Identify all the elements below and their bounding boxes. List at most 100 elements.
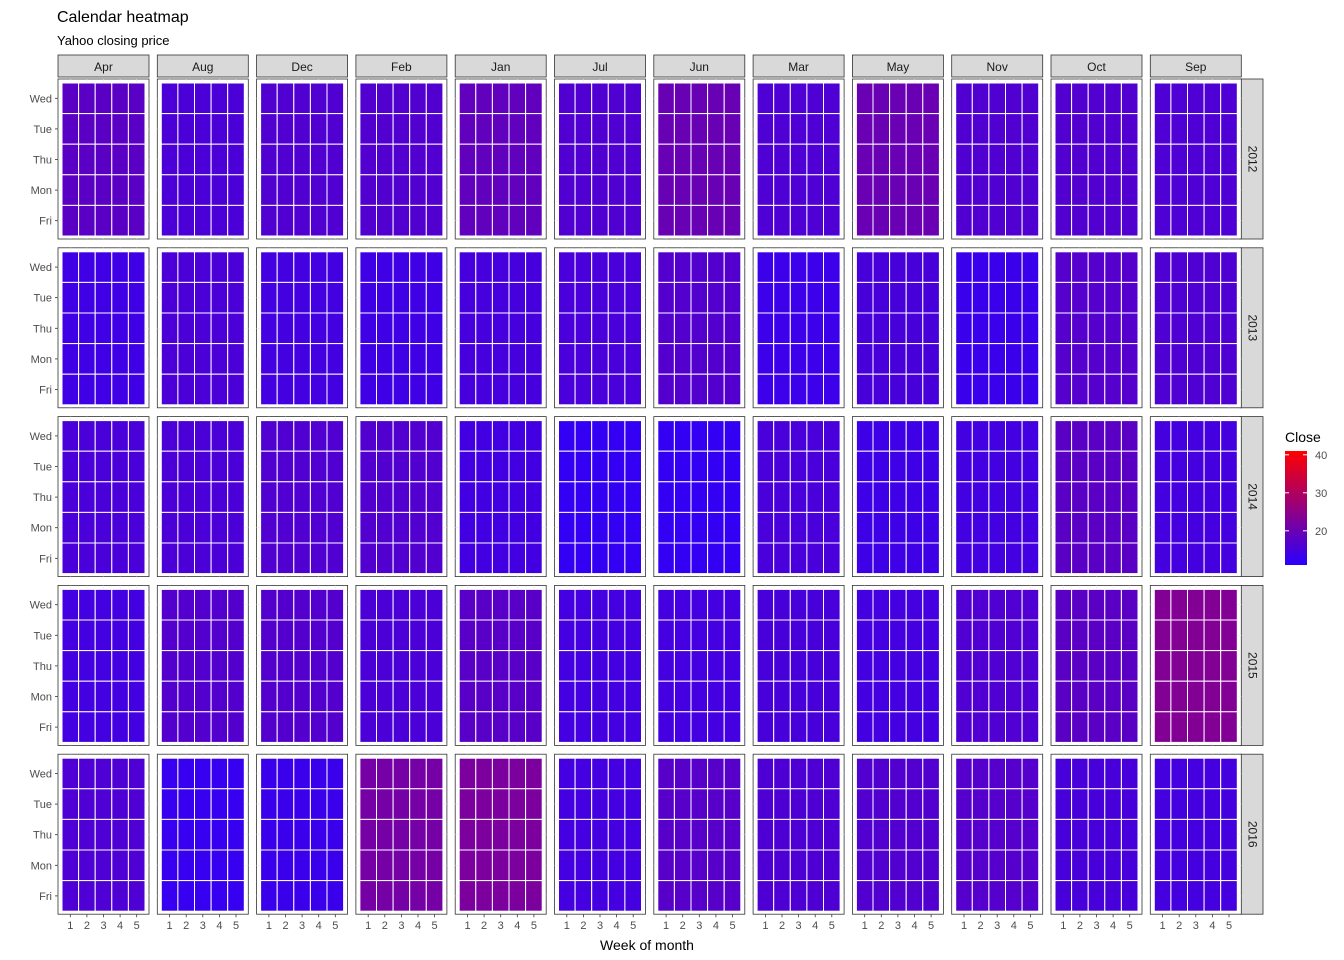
y-tick-label: Fri xyxy=(39,216,52,228)
heatmap-cell xyxy=(823,251,841,283)
panel-2014-jul xyxy=(554,416,646,578)
heatmap-cell xyxy=(773,312,791,345)
heatmap-cell xyxy=(326,849,345,882)
heatmap-cell xyxy=(756,511,775,544)
panel-2015-jan xyxy=(454,585,547,746)
panel-2016-jun xyxy=(653,753,746,915)
heatmap-cell xyxy=(177,542,195,575)
x-tick-label: 4 xyxy=(514,920,520,932)
heatmap-cell xyxy=(475,542,493,575)
heatmap-cell xyxy=(1120,680,1139,713)
heatmap-cell xyxy=(194,281,212,314)
heatmap-cell xyxy=(260,204,278,237)
heatmap-cell xyxy=(872,174,891,206)
heatmap-cell xyxy=(1203,849,1222,882)
heatmap-cell xyxy=(707,82,725,115)
heatmap-cell xyxy=(78,420,96,452)
heatmap-cell xyxy=(326,450,345,483)
heatmap-cell xyxy=(1153,511,1172,544)
panel-2016-may xyxy=(852,753,944,915)
heatmap-cell xyxy=(293,251,311,283)
y-tick-label: Fri xyxy=(39,553,52,565)
heatmap-cell xyxy=(260,373,278,406)
heatmap-cell xyxy=(1021,343,1040,375)
heatmap-cell xyxy=(756,880,775,912)
heatmap-cell xyxy=(475,588,493,621)
heatmap-cell xyxy=(425,619,444,652)
heatmap-cell xyxy=(789,542,808,575)
heatmap-cell xyxy=(309,312,328,345)
heatmap-cell xyxy=(309,680,328,713)
heatmap-cell xyxy=(194,312,212,345)
heatmap-cell xyxy=(690,588,709,621)
heatmap-cell xyxy=(1170,82,1189,115)
heatmap-cell xyxy=(94,680,113,713)
heatmap-cell xyxy=(409,711,427,743)
heatmap-cell xyxy=(591,281,609,314)
heatmap-cell xyxy=(78,650,96,682)
heatmap-cell xyxy=(1104,650,1122,682)
heatmap-cell xyxy=(376,711,394,743)
heatmap-cell xyxy=(1005,174,1023,206)
heatmap-cell xyxy=(1071,588,1089,621)
heatmap-cell xyxy=(624,818,643,851)
heatmap-cell xyxy=(525,880,543,912)
heatmap-cell xyxy=(293,619,311,652)
heatmap-cell xyxy=(260,650,278,682)
heatmap-cell xyxy=(210,542,229,575)
heatmap-cell xyxy=(773,251,791,283)
panel-2012-dec xyxy=(256,78,349,240)
heatmap-cell xyxy=(574,880,593,912)
heatmap-cell xyxy=(971,650,990,682)
heatmap-cell xyxy=(1153,849,1172,882)
heatmap-cell xyxy=(872,82,891,115)
heatmap-cell xyxy=(955,849,973,882)
heatmap-cell xyxy=(326,511,345,544)
heatmap-cell xyxy=(425,281,444,314)
heatmap-cell xyxy=(160,711,179,743)
heatmap-cell xyxy=(458,373,477,406)
heatmap-cell xyxy=(707,312,725,345)
heatmap-cell xyxy=(1071,481,1089,513)
panel-2014-apr xyxy=(57,416,150,578)
heatmap-cell xyxy=(988,450,1007,483)
heatmap-cell xyxy=(756,680,775,713)
heatmap-cell xyxy=(955,143,973,176)
legend-title: Close xyxy=(1285,429,1321,445)
heatmap-cell xyxy=(872,450,891,483)
y-tick-label: Wed xyxy=(30,93,52,105)
heatmap-cell xyxy=(855,757,874,790)
heatmap-cell xyxy=(723,680,742,713)
heatmap-cell xyxy=(111,511,129,544)
heatmap-cell xyxy=(1021,818,1040,851)
heatmap-cell xyxy=(574,788,593,820)
heatmap-cell xyxy=(1071,281,1089,314)
heatmap-cell xyxy=(1054,312,1073,345)
heatmap-cell xyxy=(359,788,377,820)
heatmap-cell xyxy=(591,82,609,115)
y-tick-label: Thu xyxy=(33,492,52,504)
heatmap-cell xyxy=(491,619,510,652)
heatmap-cell xyxy=(260,818,278,851)
heatmap-cell xyxy=(1054,588,1073,621)
heatmap-cell xyxy=(1005,113,1023,145)
heatmap-cell xyxy=(690,680,709,713)
heatmap-cell xyxy=(889,373,907,406)
heatmap-cell xyxy=(160,588,179,621)
heatmap-cell xyxy=(491,588,510,621)
heatmap-cell xyxy=(376,757,394,790)
panel-2016-feb xyxy=(355,753,448,915)
heatmap-cell xyxy=(376,788,394,820)
heatmap-cell xyxy=(1153,113,1172,145)
heatmap-cell xyxy=(111,711,129,743)
heatmap-cell xyxy=(376,113,394,145)
heatmap-cell xyxy=(1054,511,1073,544)
heatmap-cell xyxy=(78,849,96,882)
month-strip-jun xyxy=(653,54,746,78)
heatmap-cell xyxy=(1153,204,1172,237)
heatmap-cell xyxy=(491,143,510,176)
panel-2013-jun xyxy=(653,247,746,409)
heatmap-cell xyxy=(491,420,510,452)
heatmap-cell xyxy=(922,450,940,483)
x-tick-label: 5 xyxy=(432,920,438,932)
